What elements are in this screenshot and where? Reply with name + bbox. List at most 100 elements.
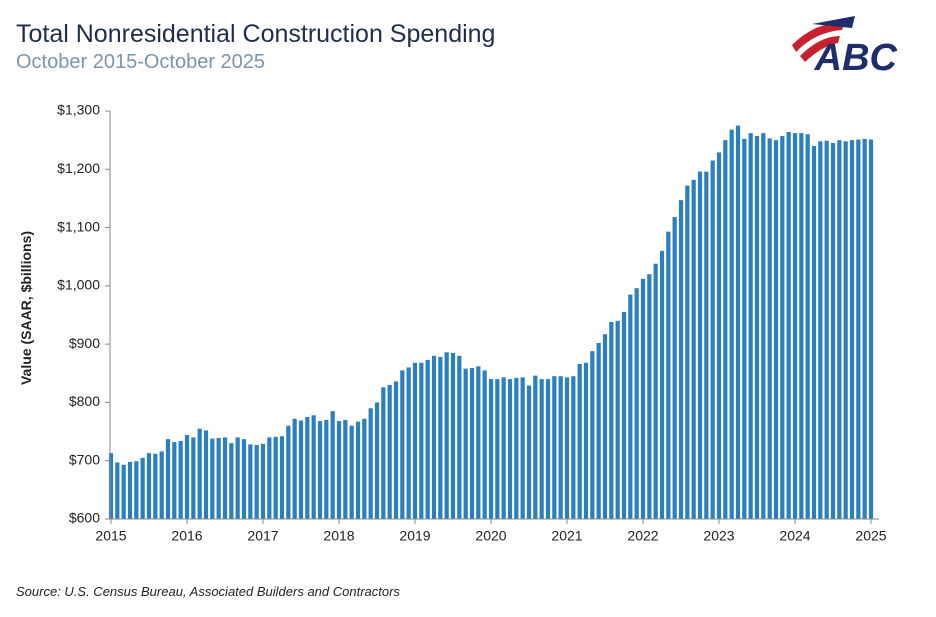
- bar: [843, 141, 848, 519]
- bar: [666, 231, 671, 519]
- bar: [634, 288, 639, 519]
- bar: [393, 381, 399, 519]
- bar: [628, 294, 633, 519]
- y-tick-label: $1,100: [57, 218, 100, 234]
- bar: [400, 370, 405, 519]
- bar: [406, 367, 411, 519]
- bar: [868, 139, 874, 519]
- y-axis-label: Value (SAAR, $billions): [18, 231, 34, 385]
- bar: [305, 417, 310, 519]
- bar: [311, 415, 316, 519]
- bar: [742, 138, 747, 519]
- x-tick-label: 2017: [247, 528, 278, 544]
- y-tick-label: $900: [69, 335, 100, 351]
- source-note: Source: U.S. Census Bureau, Associated B…: [16, 584, 400, 599]
- bar: [837, 140, 842, 519]
- bar: [349, 425, 354, 519]
- bar: [203, 430, 209, 519]
- bar: [324, 419, 329, 519]
- logo-stripe: [792, 22, 845, 52]
- bar: [786, 131, 791, 520]
- logo: ABC: [792, 16, 898, 79]
- x-tick-label: 2020: [475, 528, 506, 544]
- y-tick-label: $600: [69, 510, 100, 526]
- bar: [330, 411, 335, 519]
- bar: [856, 139, 861, 519]
- bar: [735, 125, 741, 520]
- bar: [615, 320, 620, 519]
- x-tick-label: 2016: [171, 528, 202, 544]
- x-tick-label: 2015: [95, 528, 126, 544]
- bar: [507, 379, 513, 519]
- bar: [172, 442, 177, 519]
- bar: [286, 425, 291, 519]
- y-tick-label: $800: [69, 393, 100, 409]
- bar: [590, 351, 595, 519]
- bar: [197, 428, 202, 519]
- bar: [127, 461, 133, 519]
- bar: [799, 133, 804, 520]
- bar: [571, 376, 576, 519]
- bar: [659, 250, 665, 519]
- bar: [602, 334, 608, 519]
- x-tick-label: 2021: [551, 528, 582, 544]
- bar: [438, 356, 443, 519]
- bar: [697, 171, 703, 520]
- bar: [640, 278, 646, 519]
- bar: [463, 368, 468, 519]
- bar: [412, 362, 418, 519]
- bar: [260, 443, 266, 519]
- bar: [374, 402, 380, 519]
- bar: [691, 179, 696, 519]
- chart-subtitle: October 2015-October 2025: [16, 51, 265, 73]
- bar: [609, 321, 614, 519]
- bar: [184, 435, 190, 519]
- bar: [222, 437, 228, 519]
- bar: [716, 152, 722, 519]
- bar: [482, 370, 487, 519]
- bar: [748, 133, 753, 520]
- bar: [317, 421, 323, 519]
- bar: [115, 462, 120, 519]
- bar: [830, 143, 836, 520]
- x-tick-label: 2019: [399, 528, 430, 544]
- bar: [457, 355, 462, 519]
- y-tick-label: $1,300: [57, 102, 100, 118]
- chart-title: Total Nonresidential Construction Spendi…: [16, 20, 495, 48]
- bar: [773, 140, 779, 519]
- bar: [729, 129, 734, 519]
- bar: [191, 437, 196, 519]
- bar: [298, 420, 304, 519]
- bar: [704, 171, 709, 520]
- bar: [153, 453, 158, 519]
- bar: [723, 140, 728, 519]
- bar: [362, 418, 367, 519]
- bar: [108, 453, 114, 519]
- bar: [545, 379, 551, 519]
- bar: [476, 366, 481, 519]
- logo-stripe: [800, 36, 840, 62]
- x-tick-label: 2022: [627, 528, 658, 544]
- bar: [596, 342, 601, 519]
- bar: [818, 141, 823, 519]
- bar: [178, 440, 183, 519]
- bar: [146, 453, 152, 519]
- bar: [343, 419, 348, 519]
- bar: [685, 185, 690, 519]
- bar: [678, 200, 684, 520]
- bar: [469, 368, 475, 519]
- bar: [381, 387, 386, 519]
- bar: [140, 457, 145, 519]
- bar: [533, 375, 538, 519]
- bar: [653, 263, 658, 519]
- bar: [520, 377, 525, 519]
- bar: [514, 377, 519, 519]
- bar: [811, 145, 817, 519]
- bar: [216, 437, 221, 519]
- y-tick-label: $1,200: [57, 160, 100, 176]
- bar: [419, 362, 424, 519]
- bar: [355, 421, 361, 519]
- x-tick-label: 2024: [779, 528, 810, 544]
- bar: [564, 377, 570, 519]
